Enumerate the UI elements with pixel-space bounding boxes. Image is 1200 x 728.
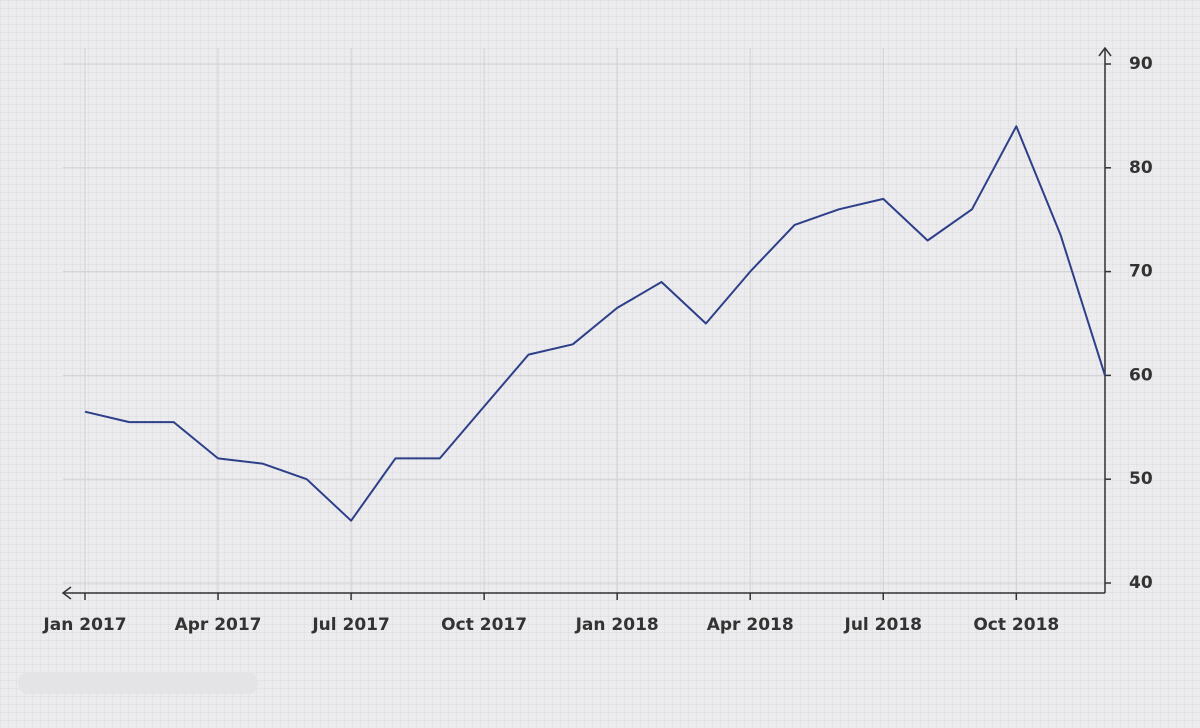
x-axis-arrow bbox=[61, 586, 72, 600]
y-tick-label: 50 bbox=[1129, 469, 1153, 489]
x-tick-label: Apr 2017 bbox=[175, 615, 262, 635]
x-tick-label: Jan 2018 bbox=[575, 615, 659, 635]
x-tick-label: Oct 2018 bbox=[973, 615, 1059, 635]
x-tick-label: Jan 2017 bbox=[42, 615, 126, 635]
data-line bbox=[84, 125, 1106, 522]
y-tick-label: 60 bbox=[1129, 365, 1153, 385]
x-tick-label: Jul 2018 bbox=[844, 615, 923, 635]
y-tick-label: 90 bbox=[1129, 54, 1153, 74]
x-tick-label: Oct 2017 bbox=[441, 615, 527, 635]
x-tick-label: Jul 2017 bbox=[311, 615, 390, 635]
y-tick-label: 40 bbox=[1129, 573, 1153, 593]
x-tick-label: Apr 2018 bbox=[707, 615, 794, 635]
y-tick-label: 70 bbox=[1129, 262, 1153, 282]
grid bbox=[63, 48, 1105, 593]
y-tick-label: 80 bbox=[1129, 158, 1153, 178]
y-axis-arrow bbox=[1098, 46, 1112, 57]
blur-bar bbox=[18, 672, 258, 694]
